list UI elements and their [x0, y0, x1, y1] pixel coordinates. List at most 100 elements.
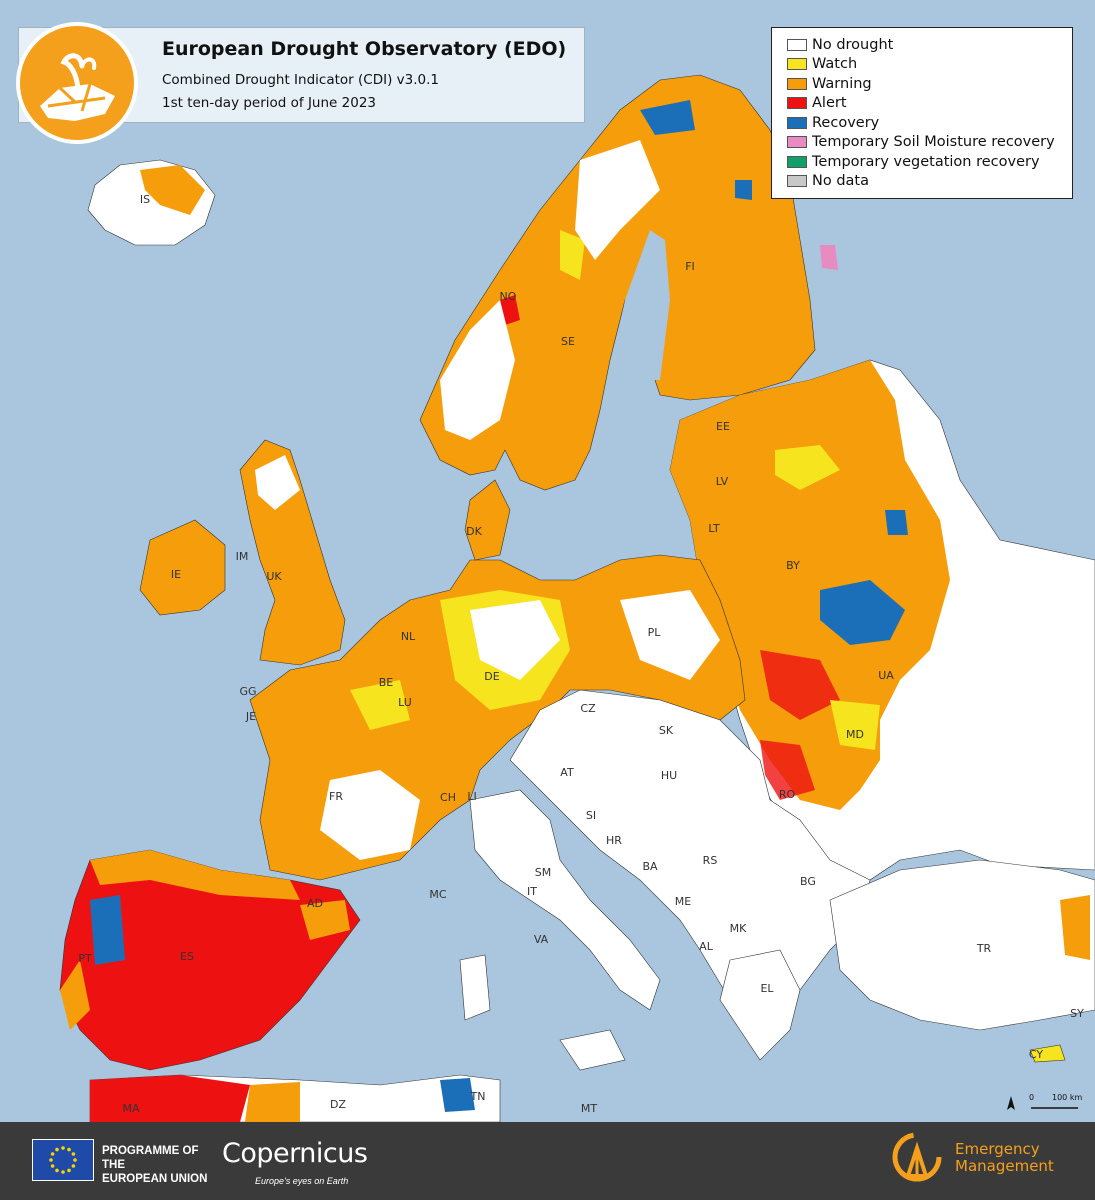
legend-item: Alert	[787, 94, 1072, 114]
country-label-mt: MT	[581, 1102, 597, 1115]
copernicus-logo: Copernicus	[222, 1138, 368, 1169]
scale-zero: 0	[1029, 1093, 1034, 1102]
map-title: European Drought Observatory (EDO)	[162, 38, 567, 60]
country-label-cy: CY	[1029, 1048, 1043, 1061]
country-label-ba: BA	[642, 860, 658, 873]
country-label-by: BY	[786, 559, 800, 572]
iberia-west-warning	[60, 960, 90, 1030]
country-label-mk: MK	[730, 922, 747, 935]
sardinia	[459, 954, 491, 1021]
legend-item: No drought	[787, 35, 1072, 55]
gulf-of-bothnia	[610, 230, 670, 410]
country-label-de: DE	[484, 670, 499, 683]
country-label-lv: LV	[716, 475, 729, 488]
country-label-sy: SY	[1070, 1007, 1084, 1020]
country-label-is: IS	[140, 193, 150, 206]
scandinavia-recovery-2	[735, 180, 752, 200]
ukraine-recovery	[820, 580, 905, 645]
country-label-se: SE	[561, 335, 575, 348]
country-label-tn: TN	[470, 1090, 486, 1103]
iceland-warning	[140, 165, 205, 215]
country-label-pl: PL	[648, 626, 662, 639]
turkey	[829, 859, 1095, 1031]
baltic-watch	[775, 445, 840, 490]
country-label-dz: DZ	[330, 1098, 346, 1111]
scandinavia	[419, 74, 816, 491]
country-label-al: AL	[699, 940, 714, 953]
poland-nodrought	[620, 590, 720, 680]
legend-swatch	[787, 77, 807, 90]
country-label-es: ES	[180, 950, 194, 963]
north-africa-recovery	[440, 1078, 475, 1112]
country-label-ua: UA	[878, 669, 894, 682]
turkey-warning	[1060, 895, 1090, 960]
country-label-ie: IE	[171, 568, 181, 581]
ukraine-alert	[760, 650, 840, 720]
country-label-cz: CZ	[580, 702, 596, 715]
programme-line-2: EUROPEAN UNION	[102, 1173, 208, 1185]
legend-item: Recovery	[787, 113, 1072, 133]
edo-logo-icon	[16, 22, 138, 144]
scandinavia-pink	[820, 245, 838, 270]
country-label-md: MD	[846, 728, 864, 741]
country-label-fi: FI	[685, 260, 695, 273]
legend-label: Warning	[812, 75, 872, 92]
norway-nodrought	[440, 300, 515, 440]
legend-label: Watch	[812, 56, 858, 73]
legend-label: No drought	[812, 36, 894, 53]
country-label-va: VA	[534, 933, 549, 946]
country-label-uk: UK	[266, 570, 282, 583]
greece	[719, 949, 801, 1061]
country-label-be: BE	[379, 676, 394, 689]
country-label-je: JE	[245, 710, 256, 723]
legend-swatch	[787, 58, 807, 71]
legend-label: Temporary Soil Moisture recovery	[812, 134, 1055, 151]
em-line-2: Management	[955, 1157, 1054, 1175]
country-label-no: NO	[500, 290, 517, 303]
country-label-lt: LT	[708, 522, 720, 535]
time-period: 1st ten-day period of June 2023	[162, 95, 377, 111]
legend-item: Temporary Soil Moisture recovery	[787, 133, 1072, 153]
country-label-rs: RS	[703, 854, 718, 867]
ireland	[139, 519, 226, 616]
country-label-hu: HU	[661, 769, 677, 782]
legend-swatch	[787, 155, 807, 168]
country-label-ad: AD	[307, 897, 323, 910]
country-label-im: IM	[236, 550, 249, 563]
emergency-management-icon	[892, 1132, 942, 1182]
scandinavia-alert	[500, 295, 520, 325]
country-label-hr: HR	[606, 834, 622, 847]
scandinavia-recovery-1	[640, 100, 695, 135]
belarus-recovery	[885, 510, 908, 535]
gb-nodrought	[255, 455, 300, 510]
denmark	[464, 479, 511, 561]
country-label-el: EL	[760, 982, 774, 995]
country-label-it: IT	[527, 885, 537, 898]
country-label-li: LI	[467, 790, 476, 803]
scale-bar: 0 100 km	[1007, 1093, 1082, 1110]
legend-swatch	[787, 116, 807, 129]
france-nodrought	[320, 770, 420, 860]
legend-label: Alert	[812, 95, 847, 112]
germany-nodrought	[470, 600, 560, 680]
scale-distance: 100 km	[1052, 1093, 1082, 1102]
north-africa-alert	[90, 1075, 250, 1122]
country-label-ma: MA	[122, 1102, 139, 1115]
balkans	[509, 689, 871, 1011]
country-label-sm: SM	[535, 866, 551, 879]
copernicus-tagline: Europe's eyes on Earth	[255, 1176, 349, 1186]
country-labels: IS NO SE FI EE LV LT DK IE UK IM NL BE LU DE PL BY UA GG JE…	[78, 193, 1084, 1115]
country-label-gg: GG	[239, 685, 256, 698]
legend-item: Temporary vegetation recovery	[787, 152, 1072, 172]
country-label-lu: LU	[398, 696, 412, 709]
country-label-nl: NL	[401, 630, 416, 643]
programme-line-1: PROGRAMME OF THE	[102, 1145, 199, 1171]
legend-item: Warning	[787, 74, 1072, 94]
legend: No drought Watch Warning Alert Recovery …	[771, 27, 1073, 199]
sicily	[559, 1029, 626, 1071]
country-label-bg: BG	[800, 875, 816, 888]
country-label-mc: MC	[429, 888, 446, 901]
legend-label: No data	[812, 173, 869, 190]
north-arrow-icon	[1007, 1096, 1015, 1110]
em-line-1: Emergency	[955, 1140, 1040, 1158]
